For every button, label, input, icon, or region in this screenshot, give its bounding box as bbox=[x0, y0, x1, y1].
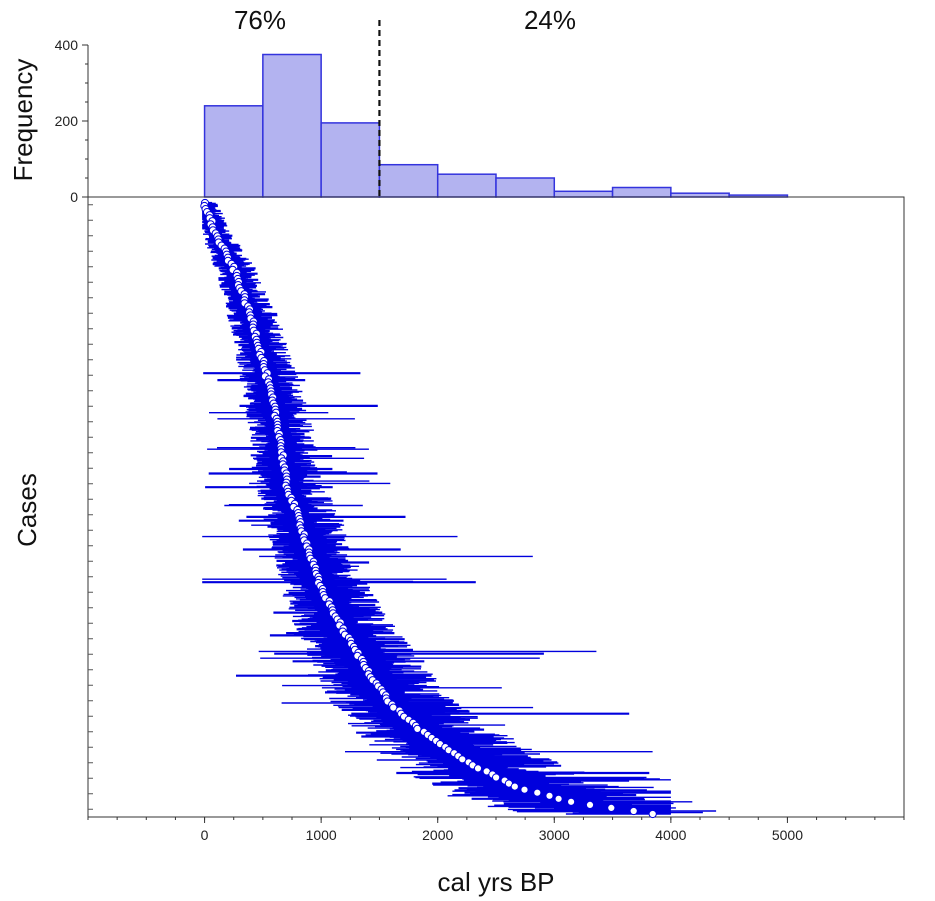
histogram-y-tick-label: 400 bbox=[55, 37, 79, 53]
cases-y-ticks bbox=[88, 204, 93, 810]
case-points bbox=[200, 198, 657, 819]
histogram-y-tick-label: 0 bbox=[70, 189, 78, 205]
case-median-point bbox=[533, 788, 542, 797]
case-median-point bbox=[629, 806, 638, 816]
histogram-y-tick-label: 200 bbox=[55, 113, 79, 129]
case-median-point bbox=[473, 764, 483, 773]
x-tick-label: 5000 bbox=[772, 827, 803, 843]
histogram-bar bbox=[262, 53, 322, 198]
histogram-bar bbox=[378, 163, 439, 198]
histogram-bar bbox=[670, 192, 730, 198]
case-median-point bbox=[545, 791, 554, 800]
histogram-bar bbox=[611, 186, 672, 198]
x-tick-label: 0 bbox=[201, 827, 209, 843]
case-median-point bbox=[413, 724, 422, 734]
histogram: 0 200 400 76% 24% Frequency bbox=[8, 5, 789, 205]
case-median-point bbox=[510, 782, 519, 791]
histogram-bar bbox=[436, 173, 497, 198]
x-tick-label: 1000 bbox=[306, 827, 337, 843]
x-tick-label: 3000 bbox=[539, 827, 570, 843]
case-median-point bbox=[458, 755, 467, 764]
x-tick-label: 2000 bbox=[422, 827, 453, 843]
case-median-point bbox=[567, 797, 576, 806]
case-median-point bbox=[585, 800, 595, 810]
annotation-24: 24% bbox=[524, 5, 576, 35]
histogram-y-ticks: 0 200 400 bbox=[55, 37, 88, 205]
case-median-point bbox=[520, 785, 529, 794]
case-median-point bbox=[607, 803, 616, 813]
histogram-bar bbox=[203, 105, 264, 198]
cases-y-label: Cases bbox=[12, 473, 42, 547]
x-axis-label: cal yrs BP bbox=[437, 867, 554, 897]
annotation-76: 76% bbox=[234, 5, 286, 35]
case-ranges bbox=[202, 201, 717, 815]
cases-x-ticks: 0 1000 2000 3000 4000 5000 bbox=[87, 817, 905, 843]
histogram-bar bbox=[495, 177, 556, 198]
case-median-point bbox=[492, 773, 501, 782]
histogram-y-label: Frequency bbox=[8, 59, 38, 182]
histogram-bar bbox=[320, 122, 381, 198]
case-median-point bbox=[648, 809, 657, 819]
cases-panel: 0 1000 2000 3000 4000 5000 Cases cal yrs BP bbox=[12, 196, 905, 897]
histogram-bar bbox=[553, 190, 614, 198]
cases-plot-frame bbox=[87, 196, 905, 818]
x-tick-label: 4000 bbox=[655, 827, 686, 843]
case-median-point bbox=[554, 794, 563, 803]
histogram-bars bbox=[203, 53, 789, 198]
